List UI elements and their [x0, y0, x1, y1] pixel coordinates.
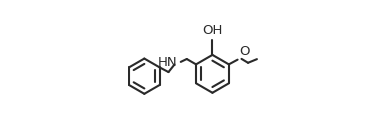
- Text: O: O: [239, 45, 249, 58]
- Text: OH: OH: [202, 24, 223, 37]
- Text: HN: HN: [158, 56, 177, 69]
